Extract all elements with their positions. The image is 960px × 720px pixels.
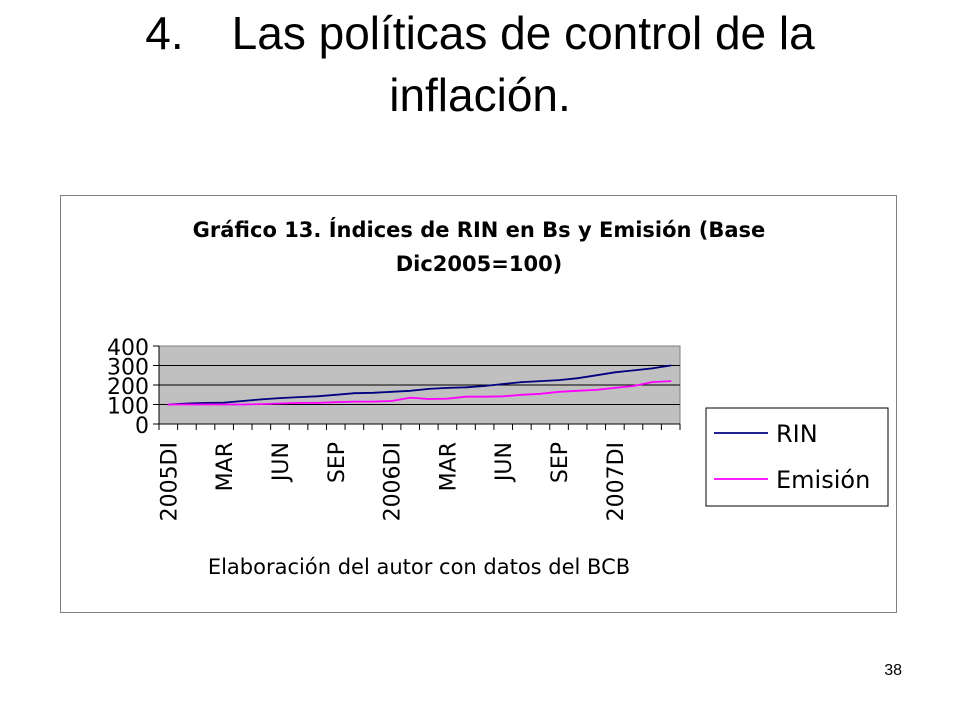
x-tick-label: MAR <box>436 442 461 491</box>
data-point <box>372 391 374 394</box>
x-tick-label: JUN <box>269 442 294 483</box>
data-point <box>427 388 430 390</box>
data-point <box>353 400 356 403</box>
data-point <box>334 401 337 404</box>
page-number: 38 <box>884 662 902 679</box>
data-point <box>427 398 430 400</box>
data-point <box>390 390 393 393</box>
series-line-rin <box>168 364 671 406</box>
data-point <box>241 400 244 402</box>
data-point <box>483 385 486 387</box>
data-point <box>613 387 616 389</box>
line-chart: Gráfico 13. Índices de RIN en Bs y Emisi… <box>107 217 889 579</box>
x-tick-label: JUN <box>492 442 517 483</box>
data-point <box>595 374 598 377</box>
legend-entry: Emisión <box>776 466 870 494</box>
data-point <box>502 383 505 385</box>
x-tick-label: MAR <box>213 442 238 491</box>
data-point <box>186 403 188 406</box>
data-point <box>279 402 281 405</box>
x-tick-label: SEP <box>325 442 350 483</box>
data-point <box>372 400 374 403</box>
y-tick-label: 400 <box>107 336 149 361</box>
title-number: 4. <box>145 7 184 59</box>
x-tick-label: 2007DI <box>604 442 629 521</box>
legend-box <box>705 407 889 507</box>
y-tick-label: 100 <box>107 395 149 420</box>
data-point <box>465 386 467 389</box>
x-tick-label: 2006DI <box>381 442 406 521</box>
data-point <box>651 381 653 383</box>
data-point <box>446 387 449 389</box>
y-tick-label: 200 <box>107 375 149 400</box>
data-point <box>446 397 449 400</box>
data-point <box>595 388 598 391</box>
x-tick-label: 2005DI <box>157 442 182 521</box>
data-point <box>241 403 244 406</box>
data-point <box>316 395 319 398</box>
data-point <box>297 402 300 404</box>
data-point <box>669 364 672 367</box>
title-line-2: inflación. <box>389 69 571 121</box>
data-point <box>632 369 635 372</box>
y-tick-label: 300 <box>107 356 149 381</box>
data-point <box>204 402 207 404</box>
title-line-1: Las políticas de control de la <box>231 7 815 59</box>
data-point <box>520 381 523 383</box>
data-point <box>409 396 412 399</box>
data-point <box>390 400 393 402</box>
x-tick-label: SEP <box>548 442 573 483</box>
legend-entry: RIN <box>776 420 818 448</box>
chart-frame: Gráfico 13. Índices de RIN en Bs y Emisi… <box>60 195 897 613</box>
data-point <box>297 396 300 398</box>
series-line-emision <box>168 380 671 406</box>
data-point <box>260 398 263 401</box>
data-point <box>669 380 672 382</box>
y-tick-label: 0 <box>135 414 149 439</box>
data-point <box>520 393 523 396</box>
data-point <box>558 390 560 393</box>
data-point <box>260 403 263 406</box>
data-point <box>613 371 616 374</box>
data-point <box>558 379 560 382</box>
data-point <box>334 393 337 396</box>
data-point <box>539 380 542 382</box>
data-point <box>576 377 579 380</box>
data-point <box>223 403 226 406</box>
chart-title-line-1: Gráfico 13. Índices de RIN en Bs y Emisi… <box>193 217 766 242</box>
data-point <box>167 403 170 406</box>
legend: RIN Emisión <box>705 407 889 507</box>
data-point <box>651 367 653 370</box>
data-point <box>223 401 226 404</box>
data-point <box>409 389 412 392</box>
data-point <box>576 389 579 392</box>
data-point <box>483 395 486 398</box>
data-point <box>632 385 635 387</box>
x-axis-label: Elaboración del autor con datos del BCB <box>208 555 630 579</box>
data-point <box>539 392 542 395</box>
data-point <box>316 402 319 404</box>
data-point <box>502 395 505 398</box>
data-point <box>279 397 281 399</box>
data-point <box>204 403 207 406</box>
chart-title-line-2: Dic2005=100) <box>396 252 563 276</box>
data-point <box>353 392 356 395</box>
slide-title: 4. Las políticas de control de la inflaci… <box>60 2 900 126</box>
data-point <box>465 395 467 398</box>
